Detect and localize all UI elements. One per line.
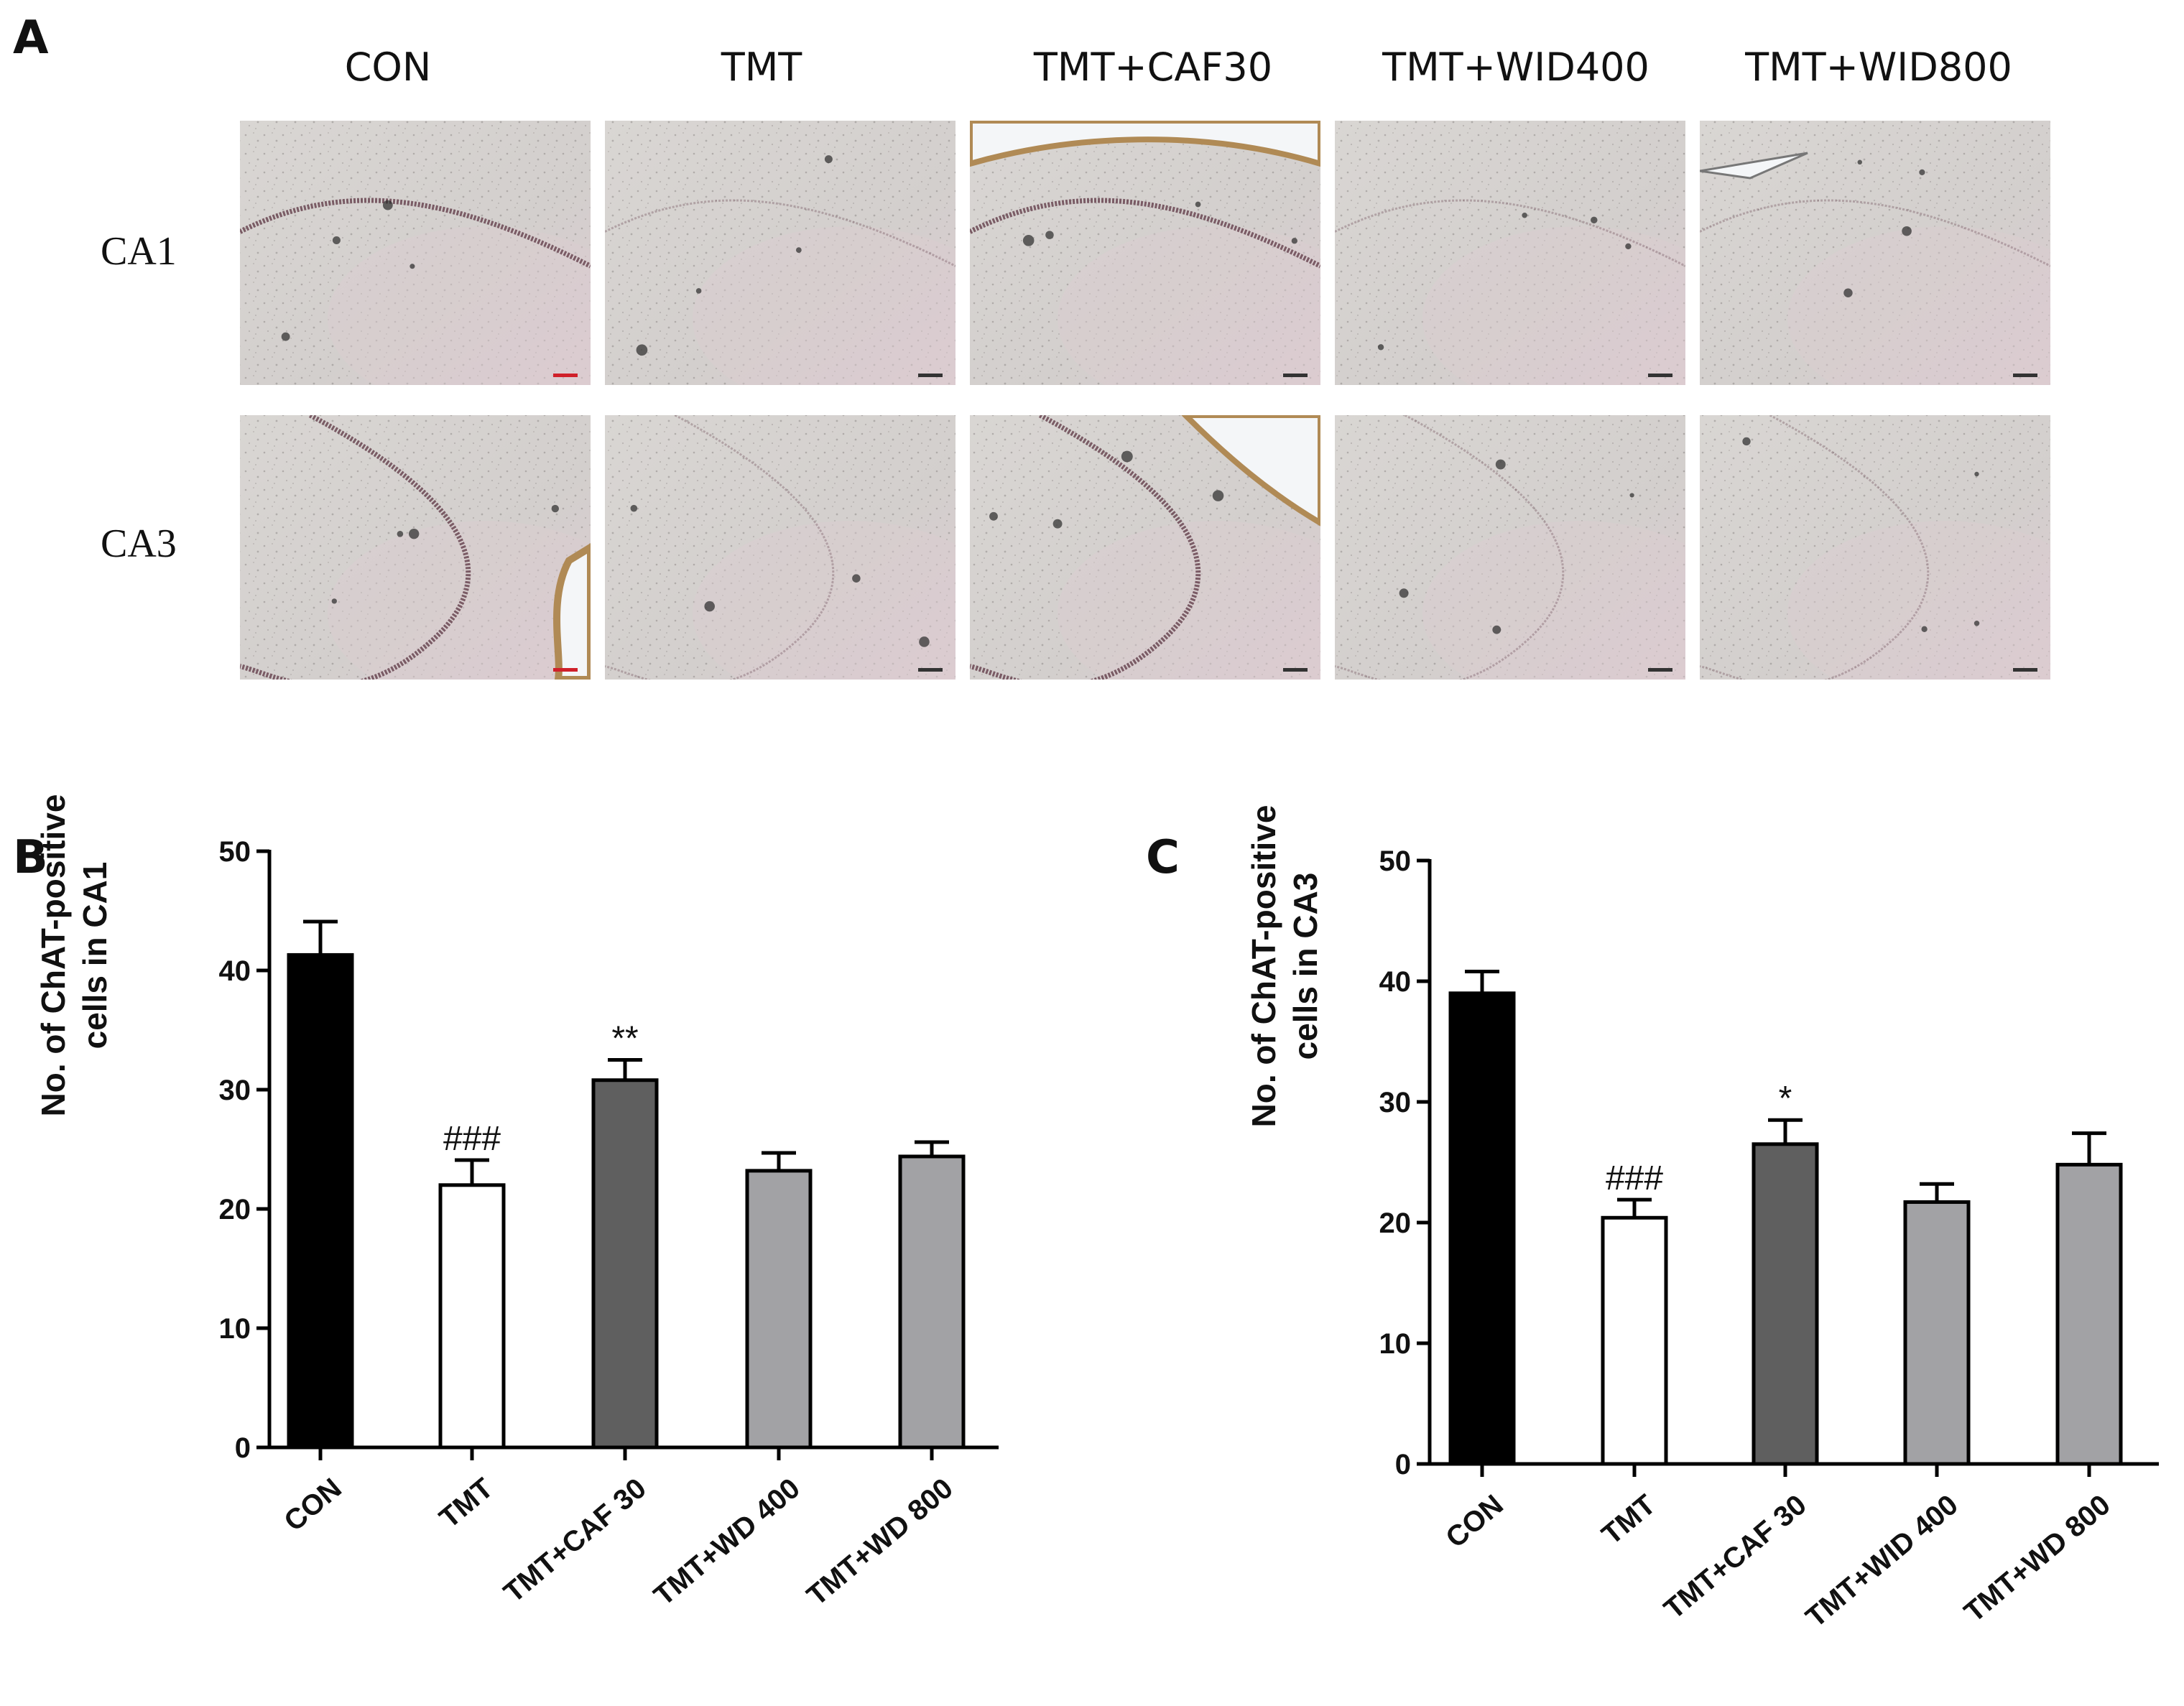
significance-label-2: ###	[443, 1120, 501, 1158]
column-label-4: TMT+WID400	[1382, 45, 1649, 90]
category-label-2: TMT	[1596, 1489, 1662, 1552]
y-axis-label-line-1: No. of ChAT-positive	[34, 794, 72, 1117]
y-tick-label: 50	[1379, 845, 1412, 877]
y-tick-label: 20	[219, 1194, 251, 1225]
bar-5	[2055, 1162, 2123, 1466]
y-tick-label: 0	[235, 1432, 251, 1464]
y-tick-label: 10	[219, 1313, 251, 1345]
bar-2	[438, 1183, 506, 1450]
micrograph-ca3-col4	[1335, 415, 1685, 680]
panel-a-micrographs: A CON TMT TMT+CAF30 TMT+WID400 TMT+WID800 CA…	[13, 11, 2050, 680]
panel-letter-a: A	[13, 11, 49, 65]
y-tick-label: 40	[1379, 966, 1412, 998]
significance-label-2: ###	[1606, 1159, 1663, 1197]
chart-b: BNo. of ChAT-positive cells in CA1 0 10 20 30…	[13, 794, 999, 1612]
category-label-3: TMT+CAF 30	[498, 1473, 652, 1609]
row-labels: CA1 CA3	[101, 229, 177, 566]
bar-1	[1448, 991, 1516, 1466]
bar-2	[1601, 1215, 1668, 1466]
micrograph-ca3-col2	[605, 415, 956, 680]
category-label-1: CON	[278, 1473, 347, 1538]
panel-letter: C	[1146, 831, 1180, 884]
micrograph-ca1-col4	[1335, 121, 1685, 385]
micrograph-ca3-col1	[240, 415, 591, 680]
micrograph-ca1-col5	[1700, 121, 2050, 385]
y-axis-label-line-2: cells in CA3	[1287, 873, 1324, 1060]
micrograph-ca1-col3	[970, 121, 1320, 385]
y-tick-label: 0	[1395, 1449, 1411, 1480]
row-label-ca3: CA3	[101, 521, 177, 566]
bar-5	[898, 1154, 966, 1450]
panel-letter: B	[13, 831, 48, 884]
chart-c: C No. of ChAT-positive cells in CA3 0 10 20 30…	[1146, 805, 2159, 1634]
bar-1	[287, 952, 354, 1450]
y-tick-label: 10	[1379, 1328, 1412, 1360]
category-label-4: TMT+WD 400	[648, 1473, 806, 1612]
y-tick-label: 20	[1379, 1207, 1412, 1239]
micrograph-ca1-col1	[240, 121, 591, 385]
y-axis-label-line-2: cells in CA1	[76, 862, 114, 1049]
row-label-ca1: CA1	[101, 229, 177, 274]
category-label-1: CON	[1440, 1489, 1509, 1554]
category-label-2: TMT	[434, 1473, 499, 1535]
column-label-5: TMT+WID800	[1744, 45, 2012, 90]
y-tick-label: 30	[219, 1075, 251, 1106]
bar-4	[745, 1169, 813, 1450]
significance-label-3: **	[611, 1020, 638, 1058]
column-labels: CON TMT TMT+CAF30 TMT+WID400 TMT+WID800	[345, 45, 2012, 90]
category-label-3: TMT+CAF 30	[1658, 1489, 1813, 1626]
y-tick-label: 40	[219, 955, 251, 987]
category-label-5: TMT+WD 800	[1958, 1489, 2116, 1628]
category-label-4: TMT+WID 400	[1800, 1489, 1963, 1634]
column-label-3: TMT+CAF30	[1033, 45, 1272, 90]
y-tick-label: 50	[219, 836, 251, 868]
significance-label-3: *	[1779, 1080, 1792, 1118]
micrograph-ca3-col5	[1700, 415, 2050, 680]
bar-4	[1903, 1200, 1971, 1466]
category-label-5: TMT+WD 800	[801, 1473, 959, 1612]
column-label-2: TMT	[721, 45, 803, 90]
micrograph-ca1-col2	[605, 121, 956, 385]
micrograph-ca3-col3	[970, 415, 1320, 680]
micrograph-grid	[240, 121, 2050, 680]
column-label-1: CON	[345, 45, 432, 90]
bar-3	[591, 1078, 659, 1450]
bar-3	[1752, 1142, 1819, 1466]
y-axis-label-line-1: No. of ChAT-positive	[1245, 805, 1282, 1128]
y-tick-label: 30	[1379, 1087, 1412, 1118]
